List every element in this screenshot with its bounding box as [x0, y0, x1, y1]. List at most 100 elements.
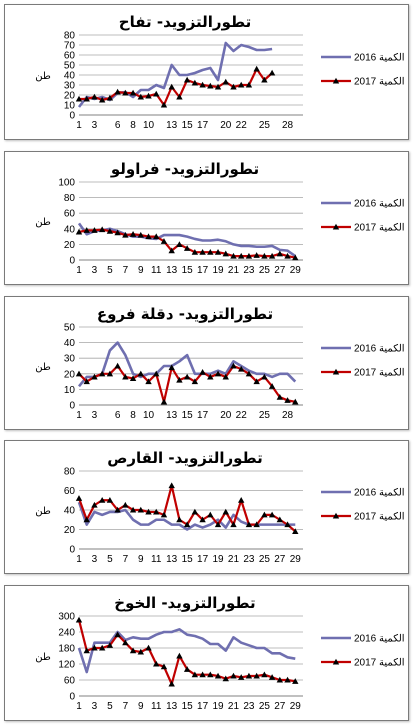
x-tick-label: 29 [290, 265, 302, 276]
data-point [292, 398, 299, 405]
x-tick-label: 8 [130, 120, 136, 131]
x-tick-label: 17 [197, 701, 209, 712]
x-tick-label: 11 [151, 701, 162, 712]
x-tick-label: 11 [151, 265, 162, 276]
y-tick-label: 40 [64, 506, 76, 517]
data-point [160, 238, 168, 244]
data-point [222, 675, 229, 682]
series-line-2017 [78, 364, 296, 403]
x-tick-label: 3 [92, 410, 98, 421]
x-tick-label: 25 [259, 265, 271, 276]
data-point [253, 378, 260, 385]
chart-title: تطورالتزويد- الخوخ [114, 594, 255, 612]
data-point [268, 252, 276, 259]
data-point [145, 378, 152, 385]
data-point [83, 378, 90, 385]
data-point [214, 83, 222, 90]
y-tick-label: 120 [58, 660, 75, 671]
data-point [292, 528, 299, 535]
data-point [114, 229, 121, 236]
data-point [199, 369, 206, 375]
data-point [122, 89, 129, 96]
data-point [168, 247, 175, 254]
data-point [137, 648, 144, 655]
x-tick-label: 15 [182, 554, 194, 565]
data-point [129, 647, 137, 654]
x-tick-label: 7 [123, 554, 129, 565]
data-point [145, 508, 152, 515]
data-point [75, 495, 83, 501]
chart-title: تطورالتزويد- فراولو [110, 160, 259, 178]
chart-title: تطورالتزويد- القارص [107, 449, 263, 467]
data-point [245, 521, 253, 528]
data-point [83, 516, 90, 523]
x-tick-label: 9 [138, 701, 144, 712]
x-tick-label: 13 [166, 265, 178, 276]
data-point [183, 521, 191, 528]
x-tick-label: 29 [290, 554, 302, 565]
series-line-2016 [77, 222, 297, 258]
y-axis-label: طن [35, 362, 51, 373]
data-point [230, 252, 237, 259]
x-tick-label: 13 [166, 554, 178, 565]
x-tick-label: 1 [76, 265, 82, 276]
y-tick-label: 60 [64, 209, 76, 220]
data-point [191, 249, 199, 255]
x-tick-label: 1 [76, 701, 82, 712]
y-tick-label: 40 [64, 338, 76, 349]
data-point [168, 482, 175, 489]
data-point [261, 252, 268, 259]
data-point [261, 76, 268, 83]
x-tick-label: 17 [197, 554, 209, 565]
x-tick-label: 23 [243, 554, 255, 565]
y-tick-label: 0 [69, 256, 75, 267]
data-point [91, 644, 98, 651]
data-point [145, 92, 152, 99]
x-tick-label: 19 [212, 265, 224, 276]
x-tick-label: 13 [166, 410, 178, 421]
y-tick-label: 80 [64, 193, 76, 204]
x-tick-label: 20 [220, 120, 232, 131]
x-tick-label: 21 [228, 701, 240, 712]
x-tick-label: 25 [259, 554, 271, 565]
data-point [191, 378, 199, 385]
legend-marker [332, 77, 340, 84]
data-point [106, 642, 114, 648]
data-point [98, 644, 106, 651]
data-point [168, 680, 175, 687]
x-tick-label: 10 [143, 410, 155, 421]
chart-panel-strawberry: تطورالتزويد- فراولو 0 20 40 60 80 100 1 3 5 7 9 11 13… [4, 151, 409, 285]
data-point [214, 672, 222, 679]
data-point [238, 365, 245, 372]
data-point [191, 508, 199, 515]
x-tick-label: 15 [182, 265, 194, 276]
x-tick-label: 7 [123, 265, 129, 276]
y-tick-label: 20 [64, 369, 76, 380]
x-tick-label: 22 [236, 120, 248, 131]
y-tick-label: 240 [58, 628, 75, 639]
data-point [160, 398, 168, 405]
chart-title: تطورالتزويد- دقلة فروع [97, 305, 273, 323]
data-point [129, 89, 137, 96]
y-tick-label: 40 [64, 71, 76, 82]
data-point [261, 671, 268, 678]
chart-panel-deglet: تطورالتزويد- دقلة فروع 0 10 20 30 40 50 1 3 6 8 10 1… [4, 296, 409, 430]
x-tick-label: 11 [151, 554, 162, 565]
data-point [106, 497, 114, 503]
data-point [199, 516, 206, 523]
y-tick-label: 60 [64, 486, 76, 497]
legend-entry: 2016 الكمية [354, 199, 405, 210]
x-tick-label: 23 [243, 701, 255, 712]
data-point [238, 497, 245, 503]
y-tick-label: 50 [64, 323, 76, 334]
data-point [114, 88, 121, 95]
data-point [168, 364, 175, 371]
series-line-2017 [78, 228, 296, 259]
x-tick-label: 27 [274, 265, 286, 276]
x-tick-label: 25 [259, 701, 271, 712]
data-point [168, 83, 175, 90]
data-point [253, 672, 260, 679]
